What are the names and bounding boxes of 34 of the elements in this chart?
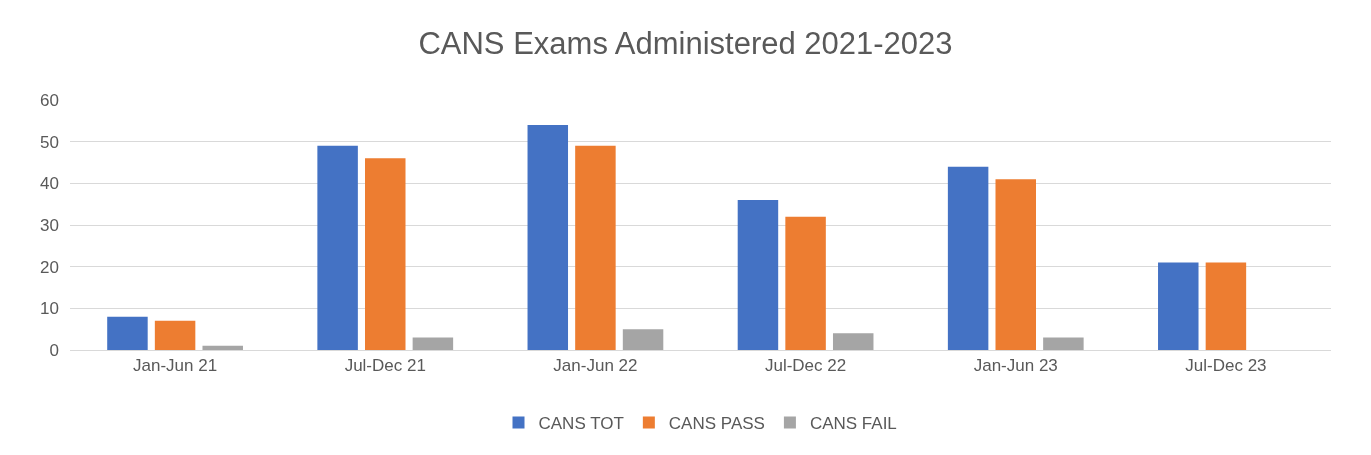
bar <box>202 345 243 350</box>
bar <box>317 145 358 350</box>
x-tick-label: Jul-Dec 23 <box>1185 356 1267 376</box>
bar <box>107 316 148 350</box>
y-tick-label: 10 <box>40 299 59 319</box>
x-tick-label: Jan-Jun 21 <box>133 356 218 376</box>
x-tick-label: Jan-Jun 23 <box>973 356 1058 376</box>
chart-title: CANS Exams Administered 2021-2023 <box>418 25 953 61</box>
bar <box>947 166 989 350</box>
bar <box>154 320 196 350</box>
bar <box>365 158 406 350</box>
bar <box>527 125 569 350</box>
bar <box>785 216 826 350</box>
legend-label: CANS TOT <box>538 414 624 434</box>
bar <box>737 200 779 350</box>
bar <box>1205 262 1247 350</box>
y-tick-label: 0 <box>49 340 59 360</box>
x-tick-label: Jul-Dec 22 <box>764 356 847 376</box>
bar <box>832 333 874 350</box>
legend-label: CANS FAIL <box>809 414 897 434</box>
bar <box>412 337 454 350</box>
x-tick-label: Jul-Dec 21 <box>344 356 426 376</box>
bar <box>622 329 664 350</box>
y-tick-label: 60 <box>40 90 59 110</box>
bar <box>1158 262 1199 350</box>
bar <box>995 179 1036 350</box>
x-tick-label: Jan-Jun 22 <box>553 356 638 376</box>
y-tick-label: 20 <box>40 257 59 277</box>
bar <box>575 145 616 350</box>
y-tick-label: 30 <box>40 215 59 235</box>
bar <box>1043 337 1084 350</box>
y-tick-label: 50 <box>40 132 59 152</box>
y-tick-label: 40 <box>40 174 59 194</box>
legend-label: CANS PASS <box>668 414 765 434</box>
